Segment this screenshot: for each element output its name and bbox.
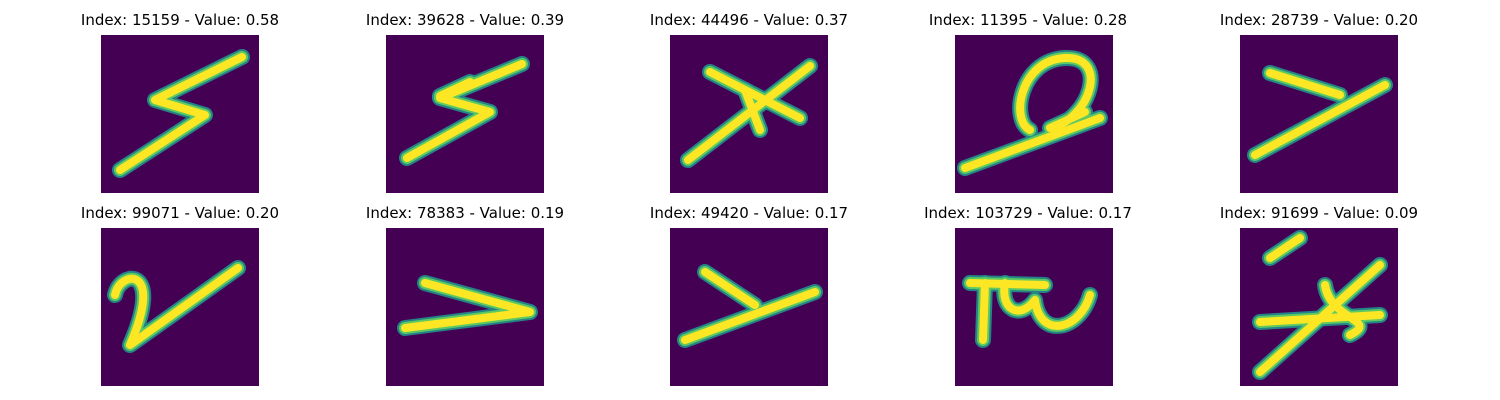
thumbnail-title: Index: 103729 - Value: 0.17 bbox=[918, 204, 1138, 222]
thumbnail-title: Index: 11395 - Value: 0.28 bbox=[918, 11, 1138, 29]
thumbnail-title: Index: 91699 - Value: 0.09 bbox=[1209, 204, 1429, 222]
title-index-value: 91699 bbox=[1271, 204, 1319, 222]
thumbnail-image bbox=[386, 228, 544, 386]
title-index-value: 99071 bbox=[132, 204, 180, 222]
title-score-value: 0.28 bbox=[1093, 11, 1128, 29]
thumbnail-image bbox=[955, 228, 1113, 386]
title-score-value: 0.20 bbox=[1384, 11, 1419, 29]
glyph-stroke bbox=[401, 279, 534, 332]
title-index-value: 44496 bbox=[701, 11, 749, 29]
title-separator: - Value: bbox=[464, 11, 531, 29]
title-separator: - Value: bbox=[179, 11, 246, 29]
title-index-prefix: Index: bbox=[80, 204, 133, 222]
title-index-prefix: Index: bbox=[924, 204, 976, 222]
glyph-stroke bbox=[1266, 69, 1344, 99]
glyph-drawing bbox=[962, 275, 1098, 348]
title-separator: - Value: bbox=[179, 204, 246, 222]
title-index-value: 103729 bbox=[975, 204, 1033, 222]
title-score-value: 0.19 bbox=[530, 204, 565, 222]
title-index-prefix: Index: bbox=[928, 11, 981, 29]
glyph-stroke bbox=[701, 268, 759, 309]
glyph-drawing bbox=[957, 50, 1108, 176]
title-score-value: 0.20 bbox=[245, 204, 280, 222]
thumbnail-title: Index: 49420 - Value: 0.17 bbox=[639, 204, 859, 222]
thumbnail-image bbox=[670, 35, 828, 193]
title-index-prefix: Index: bbox=[365, 11, 418, 29]
thumbnail-image bbox=[101, 35, 259, 193]
title-index-value: 49420 bbox=[701, 204, 749, 222]
title-index-value: 39628 bbox=[417, 11, 465, 29]
title-index-value: 28739 bbox=[1271, 11, 1319, 29]
thumbnail-image bbox=[1240, 228, 1398, 386]
glyph-stroke bbox=[741, 86, 764, 134]
title-score-value: 0.09 bbox=[1384, 204, 1419, 222]
title-separator: - Value: bbox=[748, 11, 815, 29]
title-index-value: 78383 bbox=[417, 204, 465, 222]
title-index-prefix: Index: bbox=[1219, 204, 1272, 222]
glyph-stroke bbox=[979, 279, 989, 344]
thumbnail-title: Index: 78383 - Value: 0.19 bbox=[355, 204, 575, 222]
title-score-value: 0.58 bbox=[245, 11, 280, 29]
title-index-value: 11395 bbox=[980, 11, 1028, 29]
glyph-stroke bbox=[1321, 281, 1364, 339]
glyph-stroke bbox=[436, 78, 474, 100]
title-separator: - Value: bbox=[1318, 204, 1385, 222]
title-score-value: 0.17 bbox=[814, 204, 849, 222]
title-separator: - Value: bbox=[748, 204, 815, 222]
title-separator: - Value: bbox=[1032, 204, 1099, 222]
glyph-drawing bbox=[680, 58, 818, 168]
glyph-drawing bbox=[112, 49, 250, 178]
glyph-stroke bbox=[111, 264, 242, 349]
glyph-stroke bbox=[681, 288, 819, 344]
glyph-stroke bbox=[116, 53, 246, 174]
thumbnail-image bbox=[386, 35, 544, 193]
title-index-prefix: Index: bbox=[365, 204, 418, 222]
thumbnail-title: Index: 44496 - Value: 0.37 bbox=[639, 11, 859, 29]
glyph-drawing bbox=[107, 260, 246, 353]
title-index-prefix: Index: bbox=[1219, 11, 1272, 29]
glyph-drawing bbox=[1247, 65, 1393, 163]
glyph-stroke bbox=[1016, 53, 1095, 134]
glyph-stroke bbox=[961, 114, 1104, 172]
title-index-prefix: Index: bbox=[649, 204, 702, 222]
glyph-drawing bbox=[1252, 230, 1388, 380]
thumbnail-image bbox=[670, 228, 828, 386]
title-index-prefix: Index: bbox=[649, 11, 702, 29]
glyph-stroke bbox=[1251, 81, 1389, 159]
title-separator: - Value: bbox=[1027, 11, 1094, 29]
glyph-stroke bbox=[684, 62, 814, 164]
thumbnail-image bbox=[1240, 35, 1398, 193]
glyph-stroke bbox=[706, 68, 804, 122]
glyph-stroke bbox=[403, 60, 526, 162]
glyph-drawing bbox=[399, 56, 530, 166]
glyph-stroke bbox=[1266, 234, 1304, 262]
title-score-value: 0.39 bbox=[530, 11, 565, 29]
title-score-value: 0.37 bbox=[814, 11, 849, 29]
glyph-stroke bbox=[1256, 261, 1384, 376]
thumbnail-image bbox=[955, 35, 1113, 193]
title-index-value: 15159 bbox=[132, 11, 180, 29]
thumbnail-title: Index: 99071 - Value: 0.20 bbox=[70, 204, 290, 222]
glyph-stroke bbox=[1000, 279, 1094, 330]
thumbnail-title: Index: 39628 - Value: 0.39 bbox=[355, 11, 575, 29]
title-separator: - Value: bbox=[1318, 11, 1385, 29]
glyph-drawing bbox=[397, 275, 538, 336]
thumbnail-title: Index: 15159 - Value: 0.58 bbox=[70, 11, 290, 29]
thumbnail-image bbox=[101, 228, 259, 386]
glyph-drawing bbox=[677, 264, 823, 348]
thumbnail-title: Index: 28739 - Value: 0.20 bbox=[1209, 11, 1429, 29]
title-index-prefix: Index: bbox=[80, 11, 133, 29]
title-score-value: 0.17 bbox=[1098, 204, 1132, 222]
title-separator: - Value: bbox=[464, 204, 531, 222]
